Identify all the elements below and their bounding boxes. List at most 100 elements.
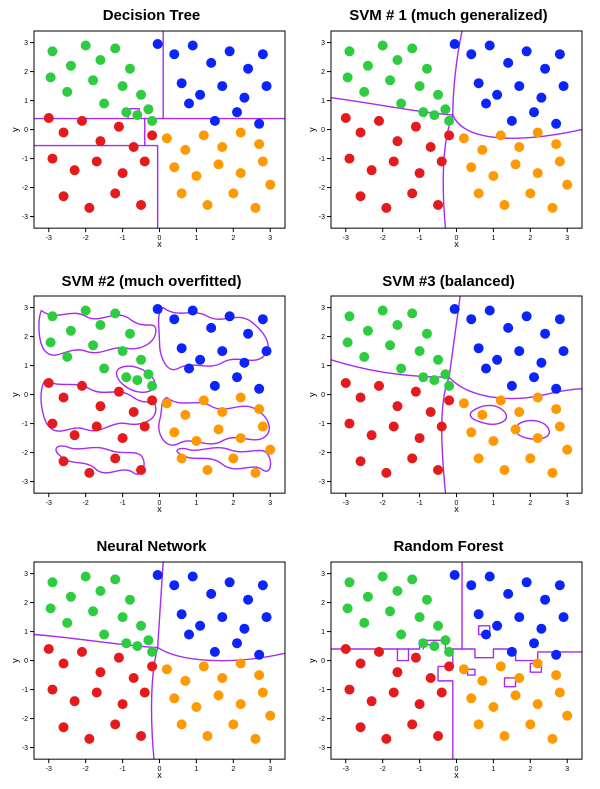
y-axis-label: y: [12, 126, 20, 131]
data-point: [392, 320, 402, 330]
data-point: [477, 410, 487, 420]
data-point: [536, 358, 546, 368]
data-point: [514, 346, 524, 356]
data-point: [343, 72, 353, 82]
x-tick-label: -2: [380, 500, 386, 507]
data-point: [533, 393, 543, 403]
data-point: [429, 641, 439, 651]
data-point: [132, 375, 142, 385]
data-point: [492, 355, 502, 365]
data-point: [555, 314, 565, 324]
data-point: [511, 425, 521, 435]
x-tick-label: -2: [380, 235, 386, 242]
data-point: [225, 46, 235, 56]
data-point: [533, 699, 543, 709]
data-point: [396, 364, 406, 374]
data-point: [214, 159, 224, 169]
data-point: [407, 574, 417, 584]
data-point: [477, 144, 487, 154]
data-point: [485, 571, 495, 581]
x-tick-label: -3: [343, 235, 349, 242]
x-tick-label: 2: [528, 766, 532, 773]
data-point: [210, 647, 220, 657]
data-point: [392, 401, 402, 411]
data-point: [422, 329, 432, 339]
data-point: [341, 112, 351, 122]
data-point: [392, 667, 402, 677]
data-point: [206, 589, 216, 599]
data-point: [551, 384, 561, 394]
data-point: [95, 586, 105, 596]
data-point: [496, 661, 506, 671]
data-point: [265, 711, 275, 721]
data-point: [433, 731, 443, 741]
x-tick-label: -3: [46, 766, 52, 773]
data-point: [258, 49, 268, 59]
data-point: [169, 427, 179, 437]
data-point: [236, 658, 246, 668]
data-point: [110, 188, 120, 198]
y-tick-label: 3: [321, 305, 325, 312]
data-point: [474, 609, 484, 619]
data-point: [474, 719, 484, 729]
data-point: [415, 612, 425, 622]
data-point: [466, 427, 476, 437]
data-point: [356, 456, 366, 466]
data-point: [555, 422, 565, 432]
data-point: [188, 306, 198, 316]
data-point: [437, 422, 447, 432]
chart-panel: SVM #2 (much overfitted)-3-2-10123-3-2-1…: [12, 274, 291, 516]
data-point: [433, 199, 443, 209]
data-point: [199, 130, 209, 140]
data-point: [143, 635, 153, 645]
data-point: [136, 731, 146, 741]
data-point: [214, 425, 224, 435]
data-point: [374, 647, 384, 657]
data-point: [450, 304, 460, 314]
y-tick-label: -3: [22, 479, 28, 486]
data-point: [415, 433, 425, 443]
data-point: [129, 407, 139, 417]
plot-svg: -3-2-10123-3-2-10123xy: [12, 27, 291, 250]
y-tick-label: 1: [24, 98, 28, 105]
data-point: [162, 664, 172, 674]
data-point: [536, 92, 546, 102]
data-point: [440, 104, 450, 114]
data-point: [177, 78, 187, 88]
plot-svg: -3-2-10123-3-2-10123xy: [309, 558, 588, 781]
data-point: [444, 661, 454, 671]
data-point: [492, 621, 502, 631]
data-point: [459, 133, 469, 143]
data-point: [529, 372, 539, 382]
data-point: [114, 121, 124, 131]
data-point: [525, 454, 535, 464]
data-point: [503, 57, 513, 67]
x-tick-label: 2: [528, 235, 532, 242]
x-tick-label: 1: [194, 500, 198, 507]
x-axis-label: x: [157, 504, 162, 514]
data-point: [341, 378, 351, 388]
y-tick-label: -2: [22, 450, 28, 457]
data-point: [184, 364, 194, 374]
data-point: [411, 653, 421, 663]
data-point: [147, 115, 157, 125]
data-point: [496, 130, 506, 140]
data-point: [254, 118, 264, 128]
data-point: [228, 454, 238, 464]
x-axis-label: x: [157, 239, 162, 249]
y-tick-label: 3: [321, 571, 325, 578]
data-point: [217, 141, 227, 151]
data-point: [540, 63, 550, 73]
y-tick-label: -1: [22, 421, 28, 428]
data-point: [77, 647, 87, 657]
data-point: [84, 202, 94, 212]
data-point: [555, 687, 565, 697]
data-point: [92, 422, 102, 432]
y-tick-label: -2: [319, 450, 325, 457]
y-tick-label: -1: [22, 156, 28, 163]
data-point: [70, 165, 80, 175]
data-point: [59, 456, 69, 466]
data-point: [444, 130, 454, 140]
data-point: [47, 577, 57, 587]
data-point: [121, 107, 131, 117]
